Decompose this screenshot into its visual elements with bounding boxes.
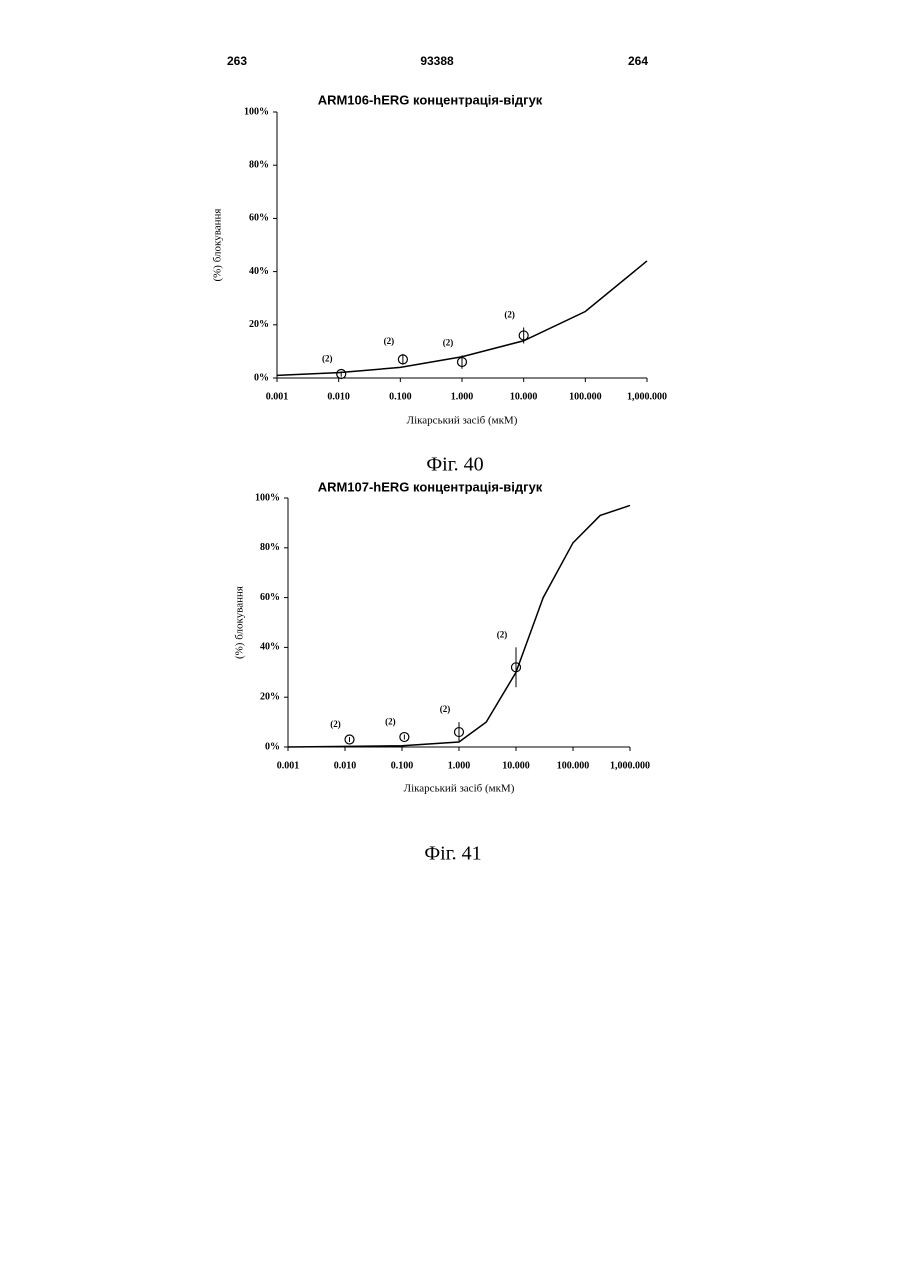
y-tick-label: 80%: [249, 159, 269, 170]
point-label: (2): [504, 310, 515, 320]
point-label: (2): [443, 337, 454, 347]
point-label: (2): [385, 717, 396, 727]
x-tick-label: 100.000: [569, 391, 602, 402]
y-tick-label: 100%: [244, 106, 269, 117]
x-axis-label: Лікарський засіб (мкМ): [407, 415, 518, 427]
x-tick-label: 0.100: [389, 391, 412, 402]
point-label: (2): [322, 353, 333, 363]
x-tick-label: 0.001: [277, 760, 300, 771]
x-tick-label: 1.000: [448, 760, 471, 771]
chart-title: ARM107-hERG концентрація-відгук: [318, 479, 543, 494]
page: 263 93388 264 ARM106-hERG концентрація-в…: [0, 0, 901, 1273]
x-tick-label: 0.010: [327, 391, 350, 402]
x-tick-label: 1,000.000: [627, 391, 667, 402]
point-label: (2): [497, 629, 508, 639]
x-tick-label: 10.000: [510, 391, 538, 402]
x-tick-label: 0.100: [391, 760, 414, 771]
x-tick-label: 10.000: [502, 760, 530, 771]
chart-title: ARM106-hERG концентрація-відгук: [318, 92, 543, 107]
y-tick-label: 40%: [260, 642, 280, 653]
y-tick-label: 0%: [265, 741, 280, 752]
y-tick-label: 80%: [260, 542, 280, 553]
document: 263 93388 264 ARM106-hERG концентрація-в…: [0, 0, 901, 1273]
y-tick-label: 20%: [260, 691, 280, 702]
x-tick-label: 100.000: [557, 760, 590, 771]
point-label: (2): [330, 719, 341, 729]
y-axis-label: (%) блокування: [234, 586, 246, 659]
y-tick-label: 40%: [249, 266, 269, 277]
y-tick-label: 0%: [254, 372, 269, 383]
point-label: (2): [440, 704, 451, 714]
patent-number: 93388: [420, 54, 454, 68]
y-tick-label: 100%: [255, 492, 280, 503]
figure-caption: Фіг. 41: [424, 843, 481, 865]
y-tick-label: 60%: [260, 592, 280, 603]
x-tick-label: 1,000.000: [610, 760, 650, 771]
y-axis-label: (%) блокування: [212, 208, 224, 281]
y-tick-label: 20%: [249, 319, 269, 330]
x-tick-label: 1.000: [451, 391, 474, 402]
page-number: 264: [628, 54, 648, 68]
fit-curve: [288, 505, 630, 747]
x-axis-label: Лікарський засіб (мкМ): [404, 783, 515, 795]
page-number: 263: [227, 54, 247, 68]
x-tick-label: 0.010: [334, 760, 357, 771]
figure-caption: Фіг. 40: [426, 454, 483, 476]
x-tick-label: 0.001: [266, 391, 289, 402]
y-tick-label: 60%: [249, 213, 269, 224]
point-label: (2): [384, 336, 395, 346]
